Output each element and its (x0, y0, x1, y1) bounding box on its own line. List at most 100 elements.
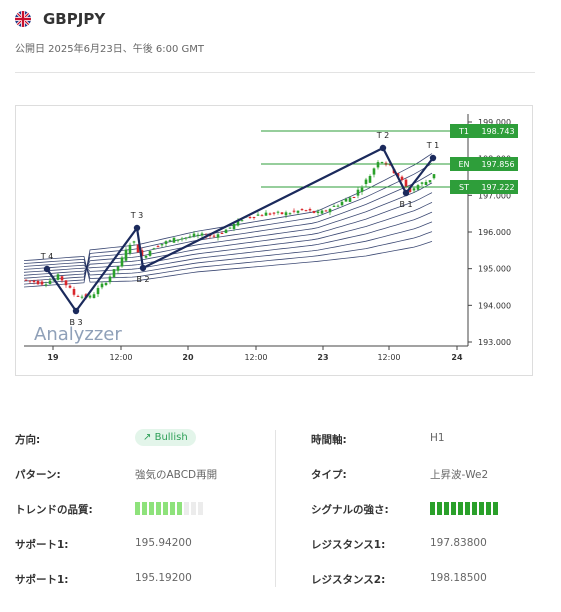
x-tick-label: 12:00 (377, 353, 400, 362)
pattern-point (429, 154, 437, 162)
candle-body (192, 233, 196, 237)
candle-body (412, 188, 416, 191)
direction-badge: ↗ Bullish (135, 429, 196, 446)
support2-value: 195.19200 (135, 572, 192, 584)
strength-bar (184, 502, 189, 515)
y-tick-label: 193.000 (478, 338, 511, 347)
candle-body (104, 282, 108, 286)
candle-body (328, 208, 332, 213)
pattern-point-label: B 1 (399, 200, 412, 209)
y-tick-label: 195.000 (478, 265, 511, 274)
candle-body (72, 288, 76, 295)
candle-body (356, 189, 360, 196)
candle-body (160, 244, 164, 246)
type-value: 上昇波-We2 (430, 469, 489, 481)
candle-body (260, 215, 264, 217)
candle-body (380, 161, 384, 163)
candle-body (24, 279, 28, 281)
candle-body (296, 210, 300, 213)
pattern-label: パターン: (15, 469, 61, 481)
level-tag-box (450, 180, 478, 194)
candle-body (168, 240, 172, 242)
ma-ribbon-line (23, 192, 433, 276)
ma-ribbon-line (23, 211, 433, 272)
candle-body (312, 210, 316, 213)
candle-body (240, 220, 244, 222)
candle-body (56, 274, 60, 280)
candle-body (156, 246, 160, 248)
candle-body (152, 248, 156, 250)
strength-bar (149, 502, 154, 515)
level-value-label: 197.856 (481, 160, 514, 169)
candle-body (404, 179, 408, 187)
strength-bar (163, 502, 168, 515)
candle-body (100, 283, 104, 288)
candle-body (292, 210, 296, 212)
candle-body (112, 269, 116, 278)
strength-bar (458, 502, 463, 515)
candle-body (332, 205, 336, 207)
signal-strength-label: シグナルの強さ: (311, 504, 389, 516)
candle-body (196, 234, 200, 236)
candle-body (44, 284, 48, 286)
candle-body (140, 250, 144, 257)
level-value-label: 197.222 (481, 183, 514, 192)
candle-body (272, 212, 276, 214)
arrow-up-right-icon: ↗ (143, 432, 152, 443)
level-tag-box (450, 157, 478, 171)
signal-strength-bars (430, 502, 500, 515)
uk-flag-icon (15, 11, 31, 27)
resistance2-value: 198.18500 (430, 572, 487, 584)
candle-body (280, 212, 284, 215)
candle-body (64, 280, 68, 286)
candle-body (128, 244, 132, 254)
candle-body (188, 236, 192, 238)
candle-body (344, 199, 348, 202)
candle-body (256, 214, 260, 216)
pattern-point (139, 264, 147, 272)
candle-body (248, 217, 252, 219)
strength-bar (465, 502, 470, 515)
candle-body (88, 295, 92, 298)
candle-body (136, 244, 140, 253)
pattern-point-label: T 2 (376, 131, 390, 140)
pattern-point (402, 189, 410, 197)
candle-body (360, 187, 364, 192)
strength-bar (437, 502, 442, 515)
strength-bar (430, 502, 435, 515)
ma-ribbon-line (23, 163, 433, 285)
strength-bar (177, 502, 182, 515)
header: GBPJPY (15, 10, 105, 28)
divider (15, 72, 535, 73)
trend-quality-bars (135, 502, 205, 515)
candle-body (304, 210, 308, 212)
candle-body (348, 197, 352, 202)
y-tick-label: 194.000 (478, 301, 511, 310)
candle-body (116, 266, 120, 271)
candle-body (372, 168, 376, 175)
support1-value: 195.94200 (135, 537, 192, 549)
chart-svg: 199.000198.000197.000196.000195.000194.0… (23, 114, 518, 362)
candle-body (376, 162, 380, 168)
resistance2-label: レジスタンス2: (311, 574, 386, 586)
candle-body (420, 182, 424, 184)
candle-body (408, 187, 412, 193)
strength-bar (472, 502, 477, 515)
price-chart: 199.000198.000197.000196.000195.000194.0… (15, 105, 533, 376)
resistance1-value: 197.83800 (430, 537, 487, 549)
strength-bar (493, 502, 498, 515)
ma-ribbon-line (23, 241, 433, 283)
pattern-point-label: T 4 (40, 252, 54, 261)
ma-ribbon-line (23, 202, 433, 273)
candle-body (336, 205, 340, 207)
level-tag-label: EN (458, 160, 469, 169)
candle-body (432, 174, 436, 179)
watermark: Analyzzer (34, 324, 122, 345)
candle-body (368, 176, 372, 183)
support1-label: サポート1: (15, 539, 69, 551)
candle-body (352, 197, 356, 199)
type-label: タイプ: (311, 469, 347, 481)
symbol-title: GBPJPY (43, 10, 106, 28)
pattern-point (133, 224, 141, 232)
candle-body (428, 180, 432, 183)
